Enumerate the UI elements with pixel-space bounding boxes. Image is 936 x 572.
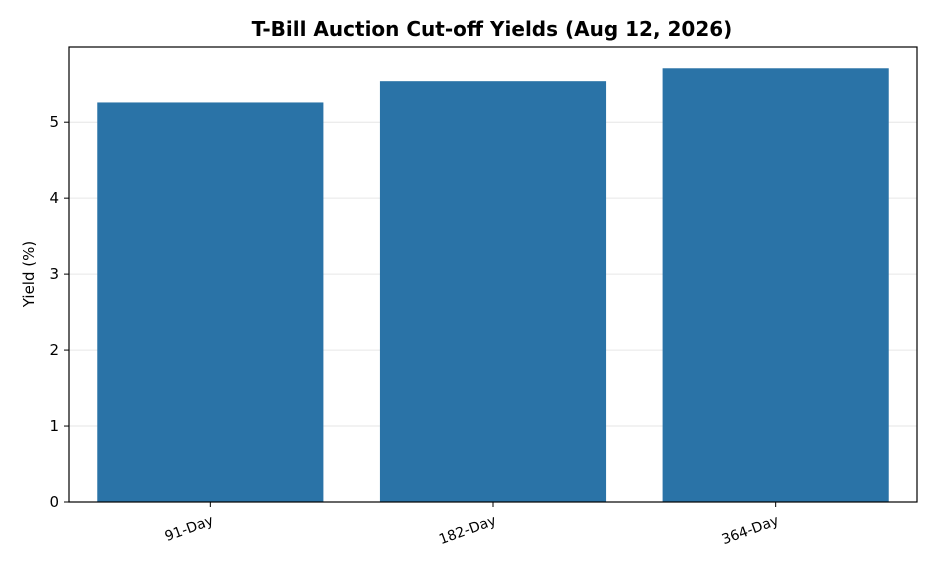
y-tick-label: 3 xyxy=(49,265,59,283)
y-tick-label: 0 xyxy=(49,493,59,511)
y-tick-label: 2 xyxy=(49,341,59,359)
y-tick-label: 1 xyxy=(49,417,59,435)
y-axis: 0 1 2 3 4 5 xyxy=(49,113,69,511)
bar xyxy=(97,102,324,503)
bar xyxy=(662,68,889,502)
y-tick-label: 4 xyxy=(49,189,59,207)
y-axis-title: Yield (%) xyxy=(20,241,38,308)
chart-title: T-Bill Auction Cut-off Yields (Aug 12, 2… xyxy=(252,17,733,41)
y-tick-label: 5 xyxy=(49,113,59,131)
bars xyxy=(97,68,889,503)
bar xyxy=(379,81,607,502)
